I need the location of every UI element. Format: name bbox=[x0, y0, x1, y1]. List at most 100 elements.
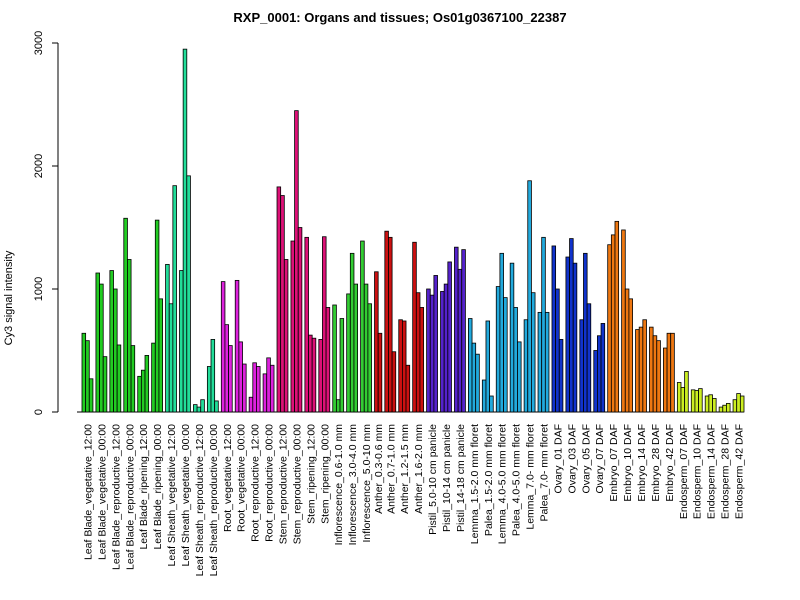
bar bbox=[509, 262, 515, 413]
bar bbox=[690, 389, 696, 413]
bar bbox=[384, 230, 389, 413]
bar bbox=[318, 339, 323, 413]
bar bbox=[440, 291, 445, 413]
bar bbox=[99, 283, 104, 413]
bar bbox=[649, 326, 654, 413]
x-tick-label: Root_vegetative_00:00 bbox=[236, 424, 248, 532]
bar bbox=[266, 357, 271, 413]
bar bbox=[168, 303, 174, 413]
bar bbox=[527, 180, 532, 413]
bar bbox=[234, 279, 240, 413]
x-tick-label: Endosperm_07 DAF bbox=[678, 424, 690, 519]
bar bbox=[694, 390, 699, 413]
x-tick-label: Inflorescence_0.6-1.0 mm bbox=[333, 424, 345, 546]
x-tick-label: Leaf Sheath_reproductive_12:00 bbox=[194, 424, 206, 577]
bar bbox=[280, 195, 285, 413]
bar bbox=[363, 283, 369, 413]
bar bbox=[269, 364, 275, 413]
bar bbox=[565, 256, 570, 413]
bar bbox=[732, 399, 738, 413]
bar bbox=[531, 292, 536, 413]
bar bbox=[346, 293, 351, 413]
y-tick-label: 3000 bbox=[33, 31, 45, 55]
bar bbox=[433, 275, 438, 413]
bar bbox=[339, 318, 345, 413]
bar bbox=[712, 398, 717, 413]
x-tick-label: Lemma_7.0- mm floret bbox=[525, 424, 537, 530]
bar bbox=[555, 288, 560, 413]
bar bbox=[415, 292, 421, 413]
bar bbox=[256, 366, 261, 413]
x-tick-label: Palea_7.0- mm floret bbox=[539, 424, 551, 522]
bar bbox=[666, 332, 672, 413]
bar bbox=[610, 234, 616, 413]
bar bbox=[85, 340, 90, 413]
bar bbox=[600, 323, 606, 413]
bar bbox=[569, 238, 574, 413]
bar bbox=[349, 252, 355, 413]
x-tick-label: Embryo_14 DAF bbox=[636, 424, 648, 502]
bar bbox=[593, 350, 598, 413]
bar bbox=[186, 175, 191, 413]
bar bbox=[220, 281, 226, 413]
bar bbox=[624, 288, 630, 413]
x-tick-label: Palea_1.5-2.0 mm floret bbox=[483, 424, 495, 536]
x-tick-label: Root_reproductive_12:00 bbox=[250, 424, 262, 542]
bar bbox=[228, 345, 233, 413]
bar bbox=[140, 369, 146, 413]
bar bbox=[353, 283, 359, 413]
x-tick-label: Inflorescence_5.0-10 mm bbox=[361, 424, 373, 543]
x-tick-label: Pistil_10-14 cm panicle bbox=[441, 424, 453, 532]
bar bbox=[680, 386, 686, 413]
bar bbox=[698, 388, 703, 413]
bar bbox=[360, 240, 365, 413]
bar bbox=[102, 356, 108, 413]
bar bbox=[322, 236, 327, 413]
bar bbox=[158, 298, 163, 413]
bar bbox=[736, 393, 741, 413]
x-tick-label: Endosperm_14 DAF bbox=[706, 424, 718, 519]
x-tick-label: Endosperm_28 DAF bbox=[720, 424, 732, 519]
bar bbox=[137, 375, 142, 413]
bar bbox=[638, 326, 644, 413]
bar bbox=[607, 244, 612, 413]
bar bbox=[586, 303, 592, 413]
bar bbox=[544, 311, 550, 413]
bar bbox=[537, 311, 543, 413]
bar bbox=[481, 379, 487, 413]
bar bbox=[541, 236, 546, 413]
x-tick-label: Leaf Blade_reproductive_12:00 bbox=[110, 424, 122, 570]
bar bbox=[113, 288, 118, 413]
bar bbox=[276, 186, 282, 413]
bar bbox=[684, 371, 689, 413]
x-axis-labels: Leaf Blade_vegetative_12:00 Leaf Blade_ve… bbox=[82, 424, 745, 577]
bar bbox=[335, 399, 341, 413]
y-tick-label: 2000 bbox=[33, 154, 45, 178]
x-tick-label: Anther_0.7-1.0 mm bbox=[385, 424, 397, 514]
bar bbox=[739, 395, 745, 413]
bar bbox=[663, 347, 668, 413]
bar bbox=[426, 288, 431, 413]
bar bbox=[290, 240, 295, 413]
bar bbox=[652, 335, 658, 413]
bar bbox=[419, 307, 425, 413]
x-tick-label: Stem_ripening_12:00 bbox=[305, 424, 317, 524]
bar bbox=[144, 355, 150, 413]
bar bbox=[583, 252, 588, 413]
bar bbox=[214, 400, 219, 413]
bar bbox=[151, 342, 156, 413]
bar bbox=[489, 395, 494, 413]
x-tick-label: Embryo_28 DAF bbox=[650, 424, 662, 502]
bar bbox=[513, 307, 518, 413]
bar bbox=[377, 332, 383, 413]
bar bbox=[614, 220, 620, 413]
x-tick-label: Root_reproductive_00:00 bbox=[264, 424, 276, 542]
x-tick-label: Leaf Blade_vegetative_12:00 bbox=[82, 424, 94, 560]
bar bbox=[523, 319, 529, 413]
x-tick-label: Leaf Blade_reproductive_00:00 bbox=[124, 424, 136, 570]
x-tick-label: Ovary_07 DAF bbox=[594, 424, 606, 493]
bar bbox=[454, 246, 459, 413]
bar bbox=[467, 318, 473, 413]
bar bbox=[311, 337, 317, 413]
